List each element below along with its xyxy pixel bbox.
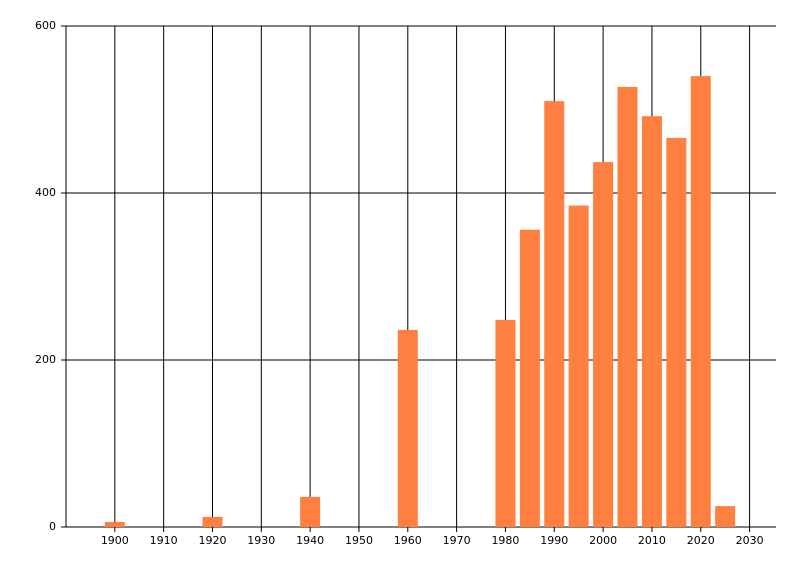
bar bbox=[397, 329, 418, 527]
x-tick-label: 2010 bbox=[638, 534, 666, 547]
bar bbox=[690, 76, 711, 527]
x-tick-label: 1990 bbox=[540, 534, 568, 547]
bar bbox=[495, 319, 516, 527]
x-tick-label: 1900 bbox=[101, 534, 129, 547]
bar bbox=[104, 521, 125, 527]
bar bbox=[715, 506, 736, 527]
bar bbox=[544, 101, 565, 528]
x-tick-label: 1980 bbox=[491, 534, 519, 547]
bar bbox=[617, 86, 638, 527]
bar bbox=[202, 516, 223, 527]
bar bbox=[519, 229, 540, 528]
x-tick-label: 1920 bbox=[198, 534, 226, 547]
x-tick-label: 1930 bbox=[247, 534, 275, 547]
y-tick-label: 0 bbox=[49, 520, 56, 533]
y-tick-label: 200 bbox=[35, 353, 56, 366]
bar bbox=[593, 162, 614, 528]
x-tick-label: 1910 bbox=[150, 534, 178, 547]
bar bbox=[300, 496, 321, 527]
x-tick-label: 1970 bbox=[443, 534, 471, 547]
y-tick-label: 600 bbox=[35, 19, 56, 32]
x-tick-label: 2020 bbox=[687, 534, 715, 547]
x-tick-label: 2000 bbox=[589, 534, 617, 547]
y-tick-label: 400 bbox=[35, 186, 56, 199]
bar bbox=[568, 205, 589, 527]
x-tick-label: 1940 bbox=[296, 534, 324, 547]
x-tick-label: 2030 bbox=[736, 534, 764, 547]
bar bbox=[666, 137, 687, 527]
x-tick-label: 1950 bbox=[345, 534, 373, 547]
x-tick-label: 1960 bbox=[394, 534, 422, 547]
bar bbox=[641, 116, 662, 528]
